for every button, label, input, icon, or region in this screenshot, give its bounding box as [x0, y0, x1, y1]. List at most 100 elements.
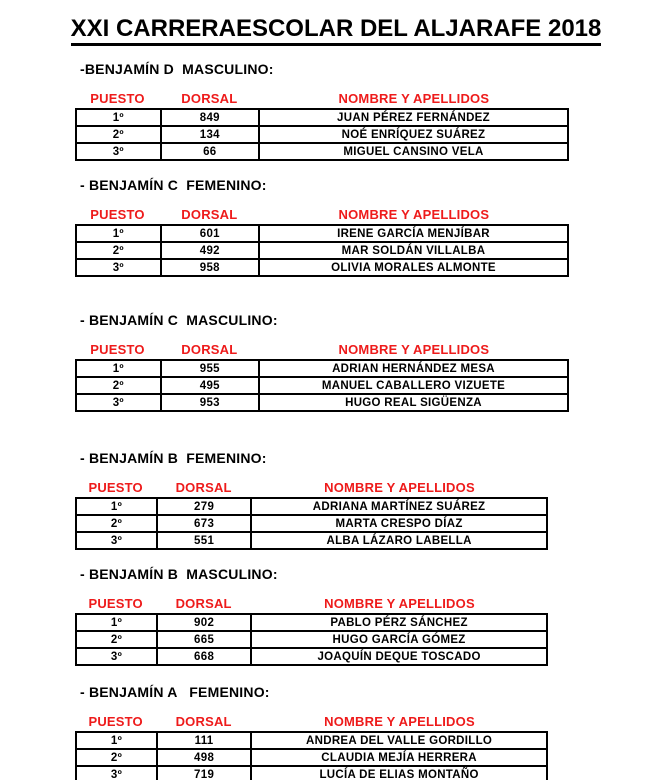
column-header-dorsal: DORSAL	[175, 596, 232, 611]
column-headers: PUESTO DORSAL NOMBRE Y APELLIDOS	[75, 597, 548, 610]
results-table: 1º 955 ADRIAN HERNÁNDEZ MESA 2º 495 MANU…	[75, 359, 569, 412]
nombre-cell: HUGO REAL SIGÜENZA	[258, 393, 569, 412]
category-section-benjamin-b-femenino: - BENJAMÍN B FEMENINO: PUESTO DORSAL NOM…	[75, 451, 548, 550]
dorsal-cell: 551	[155, 531, 253, 550]
puesto-cell: 2º	[75, 514, 158, 533]
puesto-cell: 2º	[75, 125, 162, 144]
table-row: 1º 955 ADRIAN HERNÁNDEZ MESA	[75, 359, 569, 378]
column-header-nombre: NOMBRE Y APELLIDOS	[324, 480, 475, 495]
table-row: 3º 66 MIGUEL CANSINO VELA	[75, 142, 569, 161]
table-row: 3º 953 HUGO REAL SIGÜENZA	[75, 393, 569, 412]
puesto-cell: 3º	[75, 647, 158, 666]
column-header-nombre: NOMBRE Y APELLIDOS	[338, 91, 490, 106]
results-table: 1º 902 PABLO PÉRZ SÁNCHEZ 2º 665 HUGO GA…	[75, 613, 548, 666]
title-row: XXI CARRERAESCOLAR DEL ALJARAFE 2018	[0, 16, 650, 46]
column-headers: PUESTO DORSAL NOMBRE Y APELLIDOS	[75, 92, 569, 105]
table-row: 1º 111 ANDREA DEL VALLE GORDILLO	[75, 731, 548, 750]
puesto-cell: 1º	[75, 108, 162, 127]
column-header-nombre: NOMBRE Y APELLIDOS	[338, 342, 490, 357]
puesto-cell: 2º	[75, 630, 158, 649]
puesto-cell: 1º	[75, 731, 158, 750]
nombre-cell: CLAUDIA MEJÍA HERRERA	[250, 748, 548, 767]
column-header-puesto: PUESTO	[88, 596, 143, 611]
dorsal-cell: 665	[155, 630, 253, 649]
column-header-puesto: PUESTO	[88, 714, 143, 729]
puesto-cell: 1º	[75, 497, 158, 516]
nombre-cell: NOÉ ENRÍQUEZ SUÁREZ	[258, 125, 569, 144]
nombre-cell: ADRIAN HERNÁNDEZ MESA	[258, 359, 569, 378]
table-row: 2º 492 MAR SOLDÁN VILLALBA	[75, 241, 569, 260]
category-heading: - BENJAMÍN B FEMENINO:	[80, 450, 267, 466]
nombre-cell: PABLO PÉRZ SÁNCHEZ	[250, 613, 548, 632]
dorsal-cell: 134	[159, 125, 261, 144]
dorsal-cell: 719	[155, 765, 253, 780]
nombre-cell: ANDREA DEL VALLE GORDILLO	[250, 731, 548, 750]
column-header-dorsal: DORSAL	[175, 480, 232, 495]
table-row: 1º 849 JUAN PÉREZ FERNÁNDEZ	[75, 108, 569, 127]
puesto-cell: 2º	[75, 241, 162, 260]
category-heading: -BENJAMÍN D MASCULINO:	[80, 61, 274, 77]
nombre-cell: JUAN PÉREZ FERNÁNDEZ	[258, 108, 569, 127]
table-row: 1º 279 ADRIANA MARTÍNEZ SUÁREZ	[75, 497, 548, 516]
column-headers: PUESTO DORSAL NOMBRE Y APELLIDOS	[75, 481, 548, 494]
nombre-cell: MARTA CRESPO DÍAZ	[250, 514, 548, 533]
dorsal-cell: 673	[155, 514, 253, 533]
puesto-cell: 1º	[75, 224, 162, 243]
nombre-cell: IRENE GARCÍA MENJÍBAR	[258, 224, 569, 243]
dorsal-cell: 498	[155, 748, 253, 767]
column-header-dorsal: DORSAL	[181, 342, 238, 357]
category-heading: - BENJAMÍN A FEMENINO:	[80, 684, 270, 700]
column-header-dorsal: DORSAL	[181, 207, 238, 222]
nombre-cell: JOAQUÍN DEQUE TOSCADO	[250, 647, 548, 666]
table-row: 2º 498 CLAUDIA MEJÍA HERRERA	[75, 748, 548, 767]
dorsal-cell: 279	[155, 497, 253, 516]
nombre-cell: LUCÍA DE ELIAS MONTAÑO	[250, 765, 548, 780]
column-header-nombre: NOMBRE Y APELLIDOS	[338, 207, 490, 222]
puesto-cell: 1º	[75, 613, 158, 632]
table-row: 2º 665 HUGO GARCÍA GÓMEZ	[75, 630, 548, 649]
puesto-cell: 3º	[75, 393, 162, 412]
nombre-cell: ALBA LÁZARO LABELLA	[250, 531, 548, 550]
column-header-dorsal: DORSAL	[175, 714, 232, 729]
puesto-cell: 2º	[75, 376, 162, 395]
results-table: 1º 601 IRENE GARCÍA MENJÍBAR 2º 492 MAR …	[75, 224, 569, 277]
nombre-cell: ADRIANA MARTÍNEZ SUÁREZ	[250, 497, 548, 516]
category-section-benjamin-c-femenino: - BENJAMÍN C FEMENINO: PUESTO DORSAL NOM…	[75, 178, 569, 277]
table-row: 3º 668 JOAQUÍN DEQUE TOSCADO	[75, 647, 548, 666]
nombre-cell: OLIVIA MORALES ALMONTE	[258, 258, 569, 277]
table-row: 1º 601 IRENE GARCÍA MENJÍBAR	[75, 224, 569, 243]
results-table: 1º 849 JUAN PÉREZ FERNÁNDEZ 2º 134 NOÉ E…	[75, 108, 569, 161]
page-title: XXI CARRERAESCOLAR DEL ALJARAFE 2018	[70, 16, 602, 46]
dorsal-cell: 955	[159, 359, 261, 378]
dorsal-cell: 958	[159, 258, 261, 277]
nombre-cell: MAR SOLDÁN VILLALBA	[258, 241, 569, 260]
puesto-cell: 2º	[75, 748, 158, 767]
nombre-cell: MANUEL CABALLERO VIZUETE	[258, 376, 569, 395]
results-table: 1º 111 ANDREA DEL VALLE GORDILLO 2º 498 …	[75, 731, 548, 780]
column-header-nombre: NOMBRE Y APELLIDOS	[324, 596, 475, 611]
sections-container: -BENJAMÍN D MASCULINO: PUESTO DORSAL NOM…	[75, 62, 650, 780]
category-heading: - BENJAMÍN C MASCULINO:	[80, 312, 278, 328]
column-header-puesto: PUESTO	[90, 207, 145, 222]
column-header-puesto: PUESTO	[90, 342, 145, 357]
column-headers: PUESTO DORSAL NOMBRE Y APELLIDOS	[75, 343, 569, 356]
dorsal-cell: 111	[155, 731, 253, 750]
column-header-puesto: PUESTO	[90, 91, 145, 106]
puesto-cell: 1º	[75, 359, 162, 378]
category-heading: - BENJAMÍN B MASCULINO:	[80, 566, 278, 582]
table-row: 2º 134 NOÉ ENRÍQUEZ SUÁREZ	[75, 125, 569, 144]
puesto-cell: 3º	[75, 531, 158, 550]
category-section-benjamin-b-masculino: - BENJAMÍN B MASCULINO: PUESTO DORSAL NO…	[75, 567, 548, 666]
puesto-cell: 3º	[75, 258, 162, 277]
dorsal-cell: 849	[159, 108, 261, 127]
column-header-dorsal: DORSAL	[181, 91, 238, 106]
table-row: 1º 902 PABLO PÉRZ SÁNCHEZ	[75, 613, 548, 632]
nombre-cell: MIGUEL CANSINO VELA	[258, 142, 569, 161]
dorsal-cell: 902	[155, 613, 253, 632]
dorsal-cell: 495	[159, 376, 261, 395]
results-table: 1º 279 ADRIANA MARTÍNEZ SUÁREZ 2º 673 MA…	[75, 497, 548, 550]
puesto-cell: 3º	[75, 142, 162, 161]
puesto-cell: 3º	[75, 765, 158, 780]
dorsal-cell: 492	[159, 241, 261, 260]
